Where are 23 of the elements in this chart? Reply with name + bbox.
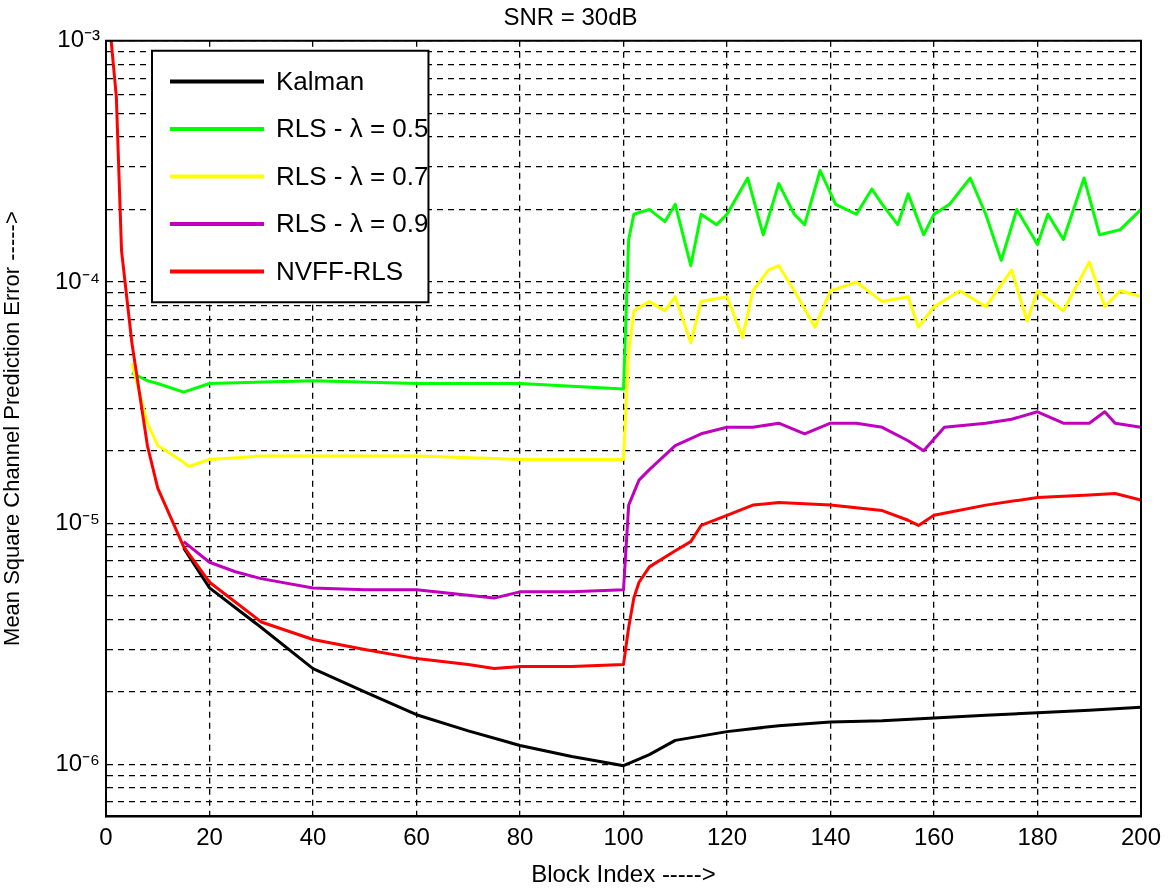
x-tick-label: 100 [603, 823, 644, 851]
x-tick-label: 40 [299, 823, 327, 851]
x-axis-title: Block Index -----> [531, 860, 716, 888]
x-tick-label: 0 [99, 823, 113, 851]
x-tick-label: 160 [913, 823, 955, 851]
y-tick-label: 10⁻³ [57, 25, 101, 53]
x-tick-label: 200 [1120, 823, 1162, 851]
y-axis-title: Mean Square Channel Prediction Error -----> [0, 211, 25, 646]
legend-label: RLS - λ = 0.5 [276, 113, 429, 144]
y-tick-label: 10⁻⁴ [54, 266, 100, 294]
x-tick-label: 140 [810, 823, 851, 851]
legend-label: NVFF-RLS [276, 255, 404, 286]
legend-label: Kalman [276, 65, 365, 96]
x-tick-label: 20 [196, 823, 223, 851]
y-tick-label: 10⁻⁶ [55, 749, 100, 777]
x-tick-label: 60 [403, 823, 430, 851]
x-tick-label: 120 [706, 823, 748, 851]
chart-title: SNR = 30dB [503, 3, 638, 31]
y-tick-label: 10⁻⁵ [55, 507, 100, 535]
x-tick-label: 80 [506, 823, 534, 851]
x-tick-label: 180 [1017, 823, 1058, 851]
legend-label: RLS - λ = 0.9 [276, 208, 429, 239]
legend-label: RLS - λ = 0.7 [276, 160, 429, 191]
